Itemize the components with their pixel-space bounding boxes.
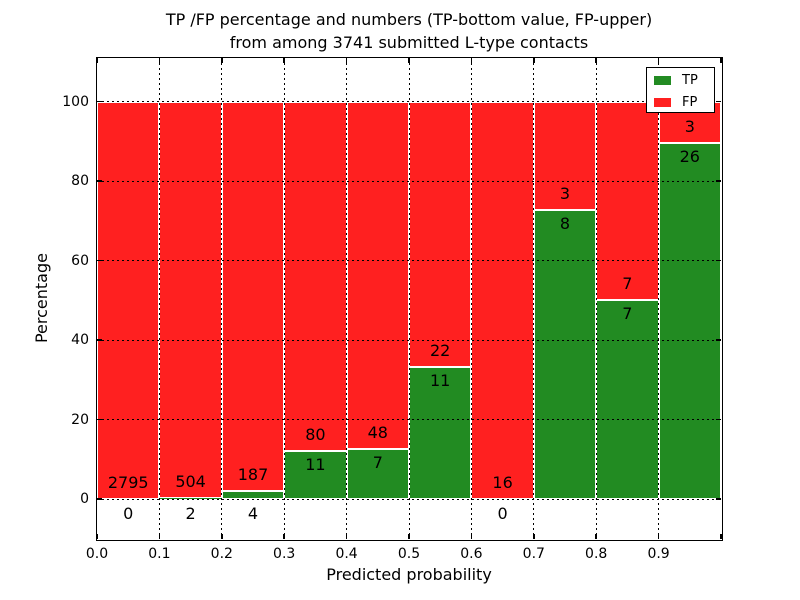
- legend-label-fp: FP: [682, 95, 698, 110]
- legend-swatch-fp-icon: [654, 98, 671, 107]
- x-tick-label: 0.5: [397, 546, 421, 562]
- y-axis-label: Percentage: [32, 253, 51, 344]
- chart-title-line2: from among 3741 submitted L-type contact…: [229, 33, 589, 52]
- chart-title-line1: TP /FP percentage and numbers (TP-bottom…: [165, 10, 653, 29]
- y-tick-label: 20: [71, 411, 89, 428]
- legend-swatch-tp-icon: [654, 76, 671, 85]
- plot-area-frame: [95, 56, 723, 541]
- x-tick-label: 0.8: [585, 546, 608, 562]
- x-tick-label: 0.4: [335, 546, 358, 562]
- x-tick-label: 0.9: [647, 546, 670, 562]
- x-tick-label: 0.1: [148, 546, 171, 562]
- y-tick-label: 0: [80, 491, 89, 508]
- x-tick-label: 0.7: [522, 546, 545, 562]
- y-tick-label: 100: [62, 93, 89, 110]
- y-tick-label: 80: [71, 173, 89, 190]
- x-tick-label: 0.6: [460, 546, 483, 562]
- x-tick-label: 0.0: [85, 546, 109, 562]
- legend: TP FP: [646, 67, 715, 113]
- x-axis-label: Predicted probability: [326, 565, 492, 584]
- x-tick-label: 0.2: [210, 546, 233, 562]
- chart-title: TP /FP percentage and numbers (TP-bottom…: [97, 8, 721, 54]
- legend-entry-fp: FP: [654, 93, 714, 112]
- legend-label-tp: TP: [682, 73, 698, 88]
- x-tick-label: 0.3: [273, 546, 296, 562]
- legend-entry-tp: TP: [654, 71, 714, 90]
